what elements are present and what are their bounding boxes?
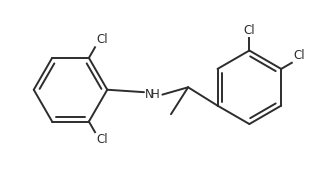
Text: Cl: Cl bbox=[293, 48, 304, 62]
Text: N: N bbox=[145, 88, 153, 101]
Text: Cl: Cl bbox=[96, 133, 108, 146]
Text: Cl: Cl bbox=[96, 33, 108, 46]
Text: H: H bbox=[151, 88, 160, 101]
Text: Cl: Cl bbox=[244, 24, 255, 37]
